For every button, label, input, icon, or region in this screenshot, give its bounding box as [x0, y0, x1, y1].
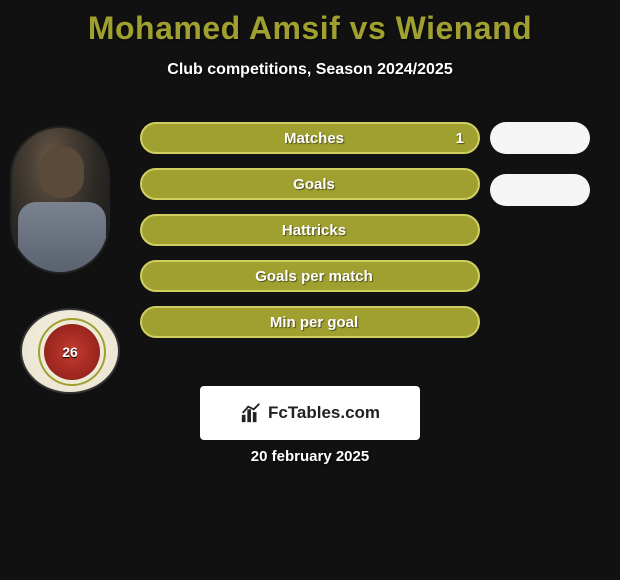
page-title: Mohamed Amsif vs Wienand: [0, 0, 620, 47]
stats-rows: Matches 1 Goals Hattricks Goals per match Min…: [140, 122, 600, 352]
footer-date: 20 february 2025: [0, 448, 620, 465]
stat-left-value: 1: [456, 130, 464, 147]
stat-pill-right: [490, 174, 590, 206]
stat-bar-left: Matches 1: [140, 122, 480, 154]
stat-bar-left: Hattricks: [140, 214, 480, 246]
brand-badge: FcTables.com: [200, 386, 420, 440]
stat-row: Goals: [140, 168, 600, 200]
stat-row: Matches 1: [140, 122, 600, 154]
stat-label: Matches: [284, 130, 344, 147]
brand-text: FcTables.com: [268, 403, 380, 423]
stat-row: Hattricks: [140, 214, 600, 246]
stat-bar-left: Goals: [140, 168, 480, 200]
player-avatar: [10, 126, 110, 274]
stat-label: Goals: [293, 176, 335, 193]
club-crest: [20, 308, 120, 394]
stat-label: Min per goal: [270, 314, 358, 331]
page-subtitle: Club competitions, Season 2024/2025: [0, 61, 620, 79]
stat-bar-left: Goals per match: [140, 260, 480, 292]
stat-row: Min per goal: [140, 306, 600, 338]
stat-row: Goals per match: [140, 260, 600, 292]
stat-pill-right: [490, 122, 590, 154]
stat-label: Hattricks: [282, 222, 346, 239]
stat-label: Goals per match: [255, 268, 373, 285]
chart-icon: [240, 402, 262, 424]
stat-bar-left: Min per goal: [140, 306, 480, 338]
